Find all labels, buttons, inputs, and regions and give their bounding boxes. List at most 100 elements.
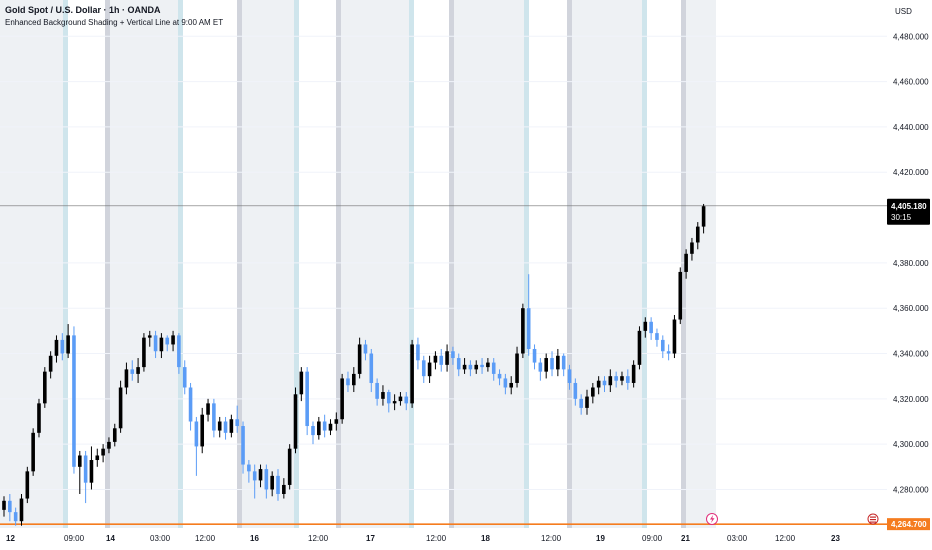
time-axis[interactable]: 12 09:00 14 03:00 12:00 16 12:00 17 12:00 18 12:00…: [6, 534, 840, 543]
y-tick-label: 4,420.000: [893, 168, 929, 177]
candle: [690, 237, 694, 261]
candle: [322, 414, 327, 438]
candle: [363, 339, 368, 361]
candle: [194, 416, 199, 476]
candle: [427, 355, 432, 383]
candle: [223, 416, 228, 440]
session-line: [178, 0, 183, 528]
candle: [43, 367, 47, 408]
candle: [60, 333, 65, 361]
candle: [433, 351, 438, 370]
candle: [550, 351, 554, 377]
price-axis[interactable]: 4,480.000 4,460.000 4,440.000 4,420.000 4,38…: [893, 32, 929, 494]
candle: [386, 389, 391, 413]
x-tick-label: 12:00: [775, 534, 796, 543]
candle: [608, 369, 613, 393]
x-tick-label: 03:00: [727, 534, 748, 543]
candle: [532, 344, 537, 370]
y-tick-label: 4,360.000: [893, 304, 929, 313]
candle: [276, 469, 280, 501]
session-shade: [105, 0, 178, 528]
candle: [684, 249, 688, 279]
candle: [445, 344, 449, 372]
candle: [89, 446, 94, 490]
candle: [217, 416, 222, 438]
candle: [561, 353, 566, 377]
session-line: [524, 0, 529, 528]
candle: [83, 450, 88, 504]
candle: [404, 392, 409, 411]
candle: [439, 348, 444, 372]
y-tick-label: 4,280.000: [893, 485, 929, 494]
y-tick-label: 4,480.000: [893, 32, 929, 41]
session-line: [336, 0, 341, 528]
session-line: [105, 0, 110, 528]
currency-label[interactable]: USD: [895, 7, 912, 16]
candle: [165, 335, 170, 352]
candle: [602, 376, 607, 393]
candle: [655, 328, 659, 347]
candles: [2, 203, 706, 526]
candle: [252, 464, 257, 499]
candle: [340, 373, 344, 424]
candle: [497, 369, 502, 386]
candle: [159, 333, 164, 359]
indicator-label: Enhanced Background Shading + Vertical L…: [5, 18, 224, 27]
candle: [25, 466, 30, 504]
candle: [229, 414, 234, 438]
candle: [643, 317, 648, 338]
candle: [282, 478, 286, 499]
flash-icon[interactable]: [706, 513, 718, 525]
session-line: [642, 0, 647, 528]
candle: [118, 380, 123, 433]
x-tick-label: 09:00: [642, 534, 663, 543]
last-price-label: 4,405.180: [891, 202, 927, 211]
y-tick-label: 4,460.000: [893, 78, 929, 87]
candle: [328, 419, 333, 436]
x-tick-label: 14: [106, 534, 115, 543]
candle: [474, 360, 479, 374]
last-price-badge: 4,405.180 30:15: [887, 198, 930, 225]
candle: [369, 348, 374, 393]
candle: [72, 326, 76, 474]
candle: [375, 378, 379, 406]
session-line: [63, 0, 68, 528]
candle: [13, 507, 18, 526]
candle: [334, 412, 339, 431]
candle: [649, 317, 653, 340]
candle: [626, 369, 630, 390]
session-shade: [449, 0, 528, 528]
y-tick-label: 4,320.000: [893, 395, 929, 404]
candle: [538, 358, 543, 381]
candle: [206, 398, 210, 422]
candle: [544, 353, 548, 379]
candle: [620, 371, 624, 386]
x-tick-label: 21: [681, 534, 690, 543]
candle: [153, 330, 158, 359]
candle: [287, 444, 292, 490]
candle: [142, 333, 146, 372]
candle: [451, 346, 455, 365]
x-tick-label: 12:00: [308, 534, 329, 543]
candle: [480, 358, 484, 374]
low-price-badge: 4,264.700: [887, 518, 930, 531]
candle: [258, 464, 263, 488]
session-shade: [567, 0, 646, 528]
x-tick-label: 12:00: [541, 534, 562, 543]
x-tick-label: 19: [596, 534, 605, 543]
candle: [416, 337, 420, 370]
candle: [247, 460, 251, 483]
candle: [591, 382, 595, 404]
candle: [37, 398, 41, 438]
candle: [701, 203, 706, 234]
candle: [515, 346, 519, 388]
candle: [200, 407, 205, 454]
candle: [235, 405, 239, 433]
candle: [456, 353, 461, 377]
flag-icon[interactable]: [867, 513, 879, 525]
candle: [352, 367, 356, 393]
candle: [410, 339, 414, 408]
candle: [264, 464, 269, 499]
candle: [596, 376, 601, 395]
